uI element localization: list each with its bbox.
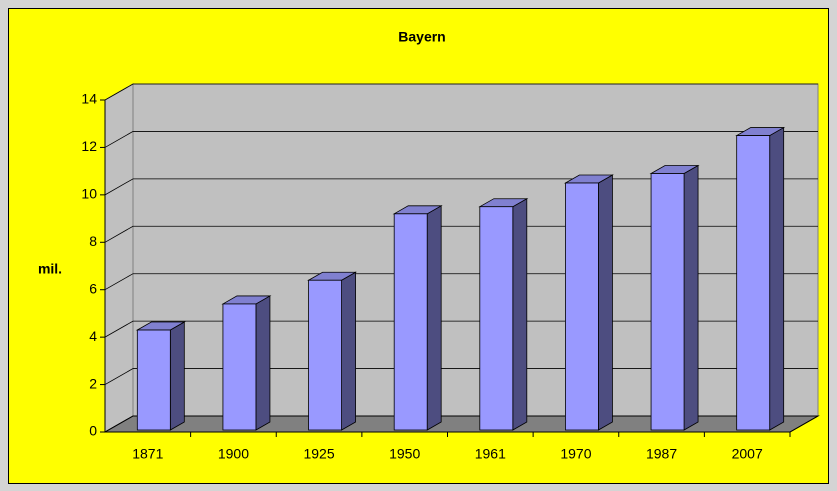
x-tick-label: 1871 — [132, 446, 163, 462]
chart-title: Bayern — [398, 29, 445, 45]
y-tick-label: 14 — [81, 91, 97, 107]
bar — [650, 173, 685, 431]
y-axis-label: mil. — [38, 261, 62, 277]
y-tick-label: 4 — [89, 328, 97, 344]
bar — [479, 206, 514, 431]
y-tick-label: 12 — [81, 138, 97, 154]
y-tick-label: 2 — [89, 375, 97, 391]
grid-line — [104, 83, 818, 101]
x-tick-label: 1925 — [303, 446, 334, 462]
bar-side — [169, 321, 185, 431]
x-tick-label: 1987 — [646, 446, 677, 462]
bar — [136, 329, 171, 431]
x-tick-label: 1961 — [475, 446, 506, 462]
y-tick-label: 8 — [89, 233, 97, 249]
bar-side — [769, 126, 785, 431]
bar-side — [341, 271, 356, 431]
grid-line — [104, 131, 818, 148]
bar — [393, 213, 428, 431]
bar-side — [598, 174, 613, 431]
bar-side — [512, 198, 528, 431]
bar-side — [426, 205, 442, 431]
bar-side — [255, 295, 271, 431]
bar — [222, 303, 257, 431]
x-tick-label: 2007 — [732, 446, 763, 462]
x-tick-label: 1950 — [389, 446, 420, 462]
x-axis-end — [789, 415, 819, 433]
x-tick-label: 1970 — [560, 446, 591, 462]
x-tick-label: 1900 — [218, 446, 249, 462]
y-tick-label: 10 — [81, 186, 97, 202]
bar — [736, 135, 771, 431]
bar-side — [683, 164, 699, 431]
bar — [565, 182, 599, 431]
bar — [308, 279, 342, 431]
y-tick-label: 6 — [89, 280, 97, 296]
floor — [103, 415, 820, 433]
y-tick-label: 0 — [89, 423, 97, 439]
side-wall — [104, 83, 134, 433]
